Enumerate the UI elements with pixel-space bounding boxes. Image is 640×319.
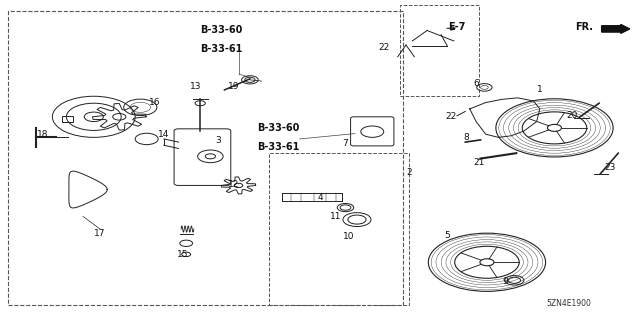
Text: 7: 7 [342, 139, 348, 148]
Text: FR.: FR. [575, 22, 593, 32]
Text: 5ZN4E1900: 5ZN4E1900 [546, 299, 591, 308]
Text: 22: 22 [378, 43, 389, 52]
Text: 13: 13 [190, 82, 202, 91]
Text: B-33-61: B-33-61 [257, 142, 300, 152]
Bar [269, 153, 409, 305]
Text: 6: 6 [473, 79, 479, 88]
Text: 11: 11 [330, 212, 342, 221]
Text: 21: 21 [474, 158, 485, 167]
Text: B-33-60: B-33-60 [200, 25, 243, 35]
Text: 12: 12 [228, 180, 239, 189]
Text: 19: 19 [228, 82, 240, 91]
Text: 10: 10 [343, 233, 355, 241]
Bar [8, 11, 403, 305]
Text: 14: 14 [158, 130, 170, 139]
Text: 16: 16 [148, 98, 160, 107]
Text: 2: 2 [406, 168, 412, 177]
Text: 5: 5 [445, 231, 451, 240]
Text: 15: 15 [177, 250, 189, 259]
Text: B-33-60: B-33-60 [257, 123, 300, 133]
Text: E-7: E-7 [448, 22, 466, 32]
Text: 4: 4 [317, 193, 323, 202]
Text: 1: 1 [537, 85, 543, 94]
Text: 17: 17 [95, 229, 106, 238]
Bar [399, 4, 479, 96]
Bar [62, 116, 74, 122]
Text: 22: 22 [445, 112, 456, 121]
Text: 9: 9 [502, 277, 508, 286]
Text: 3: 3 [215, 136, 221, 145]
Text: B-33-61: B-33-61 [200, 44, 243, 54]
Text: 18: 18 [37, 130, 49, 139]
FancyArrow shape [602, 25, 630, 33]
Text: 23: 23 [604, 163, 616, 172]
Text: 20: 20 [566, 111, 577, 120]
Text: 8: 8 [464, 133, 469, 142]
